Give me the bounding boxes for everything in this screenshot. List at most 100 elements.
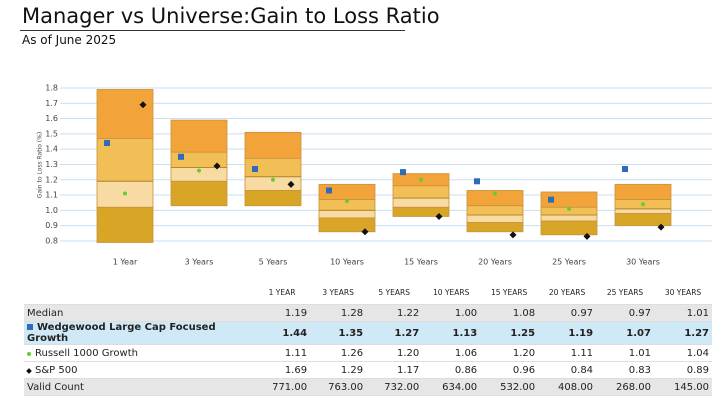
cell-text: 1.00 [454, 307, 478, 319]
index-marker [567, 206, 571, 211]
cell-text: 1.11 [570, 347, 594, 359]
cell-text: 1.27 [684, 327, 709, 339]
table-cell: 1.06 [422, 344, 481, 362]
table-cell: 771.00 [254, 378, 311, 396]
cell-text: 1.20 [512, 347, 536, 359]
cell-text: 15 YEARS [490, 287, 528, 297]
table-cell: 268.00 [596, 378, 654, 396]
box-segment [466, 214, 524, 223]
data-table: 1 YEAR 3 YEARS 5 YEARS 10 YEARS 15 YEARS 20 Y… [24, 280, 712, 396]
y-tick-label: 1.4 [45, 145, 58, 154]
table-cell: 1.28 [310, 304, 367, 322]
box-segment [244, 190, 302, 207]
box-segment [318, 209, 376, 219]
table-cell: 1.01 [653, 304, 712, 322]
box-segment [96, 206, 154, 243]
header-cell: 1 YEAR [254, 280, 311, 305]
table-cell: 1.69 [254, 361, 311, 379]
cell-text: 0.89 [686, 364, 709, 376]
row-label: Russell 1000 Growth [24, 344, 254, 362]
index-marker [419, 177, 423, 182]
box-segment [614, 213, 672, 227]
x-tick-label: 20 Years [478, 258, 512, 267]
table-cell: 1.20 [366, 344, 423, 362]
index-marker [583, 232, 591, 240]
box-segment [614, 183, 672, 201]
index-marker [345, 199, 349, 204]
table-cell: 0.84 [538, 361, 597, 379]
cell-text: 634.00 [442, 381, 478, 393]
cell-text: 20 YEARS [548, 287, 586, 297]
title-rule [20, 30, 405, 31]
cell-text: 0.84 [570, 364, 594, 376]
cell-text: 763.00 [328, 381, 364, 393]
cell-text: 1.11 [284, 347, 308, 359]
row-label: Median [24, 304, 254, 322]
cell-text: 0.97 [570, 307, 594, 319]
index-marker [287, 180, 295, 188]
box-segment [170, 180, 228, 207]
y-tick-label: 1.1 [45, 191, 58, 200]
table-cell: 0.86 [422, 361, 481, 379]
manager-marker [326, 187, 332, 194]
cell-text: 1.22 [396, 307, 420, 319]
table-cell: 1.22 [366, 304, 423, 322]
cell-text: 0.96 [512, 364, 536, 376]
table-cell: 1.11 [538, 344, 597, 362]
cell-text: 1.17 [396, 364, 420, 376]
y-tick-label: 0.8 [45, 236, 58, 245]
cell-text: 408.00 [558, 381, 594, 393]
header-cell: 3 YEARS [310, 280, 367, 305]
table-cell: 1.11 [254, 344, 311, 362]
y-tick-label: 1.8 [45, 83, 58, 92]
x-tick-label: 1 Year [113, 258, 138, 267]
x-tick-label: 25 Years [552, 258, 586, 267]
cell-text: 1.04 [686, 347, 709, 359]
cell-text: 1.19 [284, 307, 308, 319]
manager-marker [104, 140, 110, 147]
x-tick-label: 5 Years [259, 258, 288, 267]
manager-marker [252, 166, 258, 173]
table-cell: 1.29 [310, 361, 367, 379]
y-tick-label: 1.2 [45, 175, 58, 184]
cell-text: 1.13 [452, 327, 478, 339]
cell-text: 1.28 [340, 307, 364, 319]
cell-text: 771.00 [272, 381, 308, 393]
cell-text: 1.44 [282, 327, 308, 339]
box-segment [614, 208, 672, 214]
manager-marker [622, 166, 628, 173]
box-segment [392, 206, 450, 217]
row-label: S&P 500 [24, 361, 254, 379]
manager-marker [474, 178, 480, 185]
box-segment [466, 222, 524, 233]
index-marker [641, 202, 645, 207]
cell-text: 10 YEARS [433, 287, 470, 297]
row-label: Valid Count [24, 378, 254, 396]
cell-text: 532.00 [500, 381, 536, 393]
cell-text: 1.07 [626, 327, 651, 339]
index-marker [123, 191, 127, 196]
table-cell: 0.83 [596, 361, 654, 379]
index-marker [361, 228, 369, 236]
table-row: Wedgewood Large Cap Focused Growth 1.44 1.… [24, 321, 712, 345]
cell-text: 1.06 [454, 347, 478, 359]
index-marker [509, 231, 517, 239]
legend-marker [27, 324, 33, 330]
table-cell: 1.04 [653, 344, 712, 362]
table-cell: 408.00 [538, 378, 597, 396]
manager-marker [400, 169, 406, 176]
header-cell: 15 YEARS [480, 280, 539, 305]
box-segment [540, 214, 598, 222]
table-cell: 1.19 [254, 304, 311, 322]
table-row: Median 1.19 1.28 1.22 1.00 1.08 0.97 0.97 1.01 [24, 304, 712, 322]
table-cell: 1.17 [366, 361, 423, 379]
cell-text: 1.35 [338, 327, 364, 339]
cell-text: 1.25 [510, 327, 536, 339]
box-segment [392, 197, 450, 208]
header-cell [24, 280, 254, 305]
chart: Gain to Loss Ratio (%) 0.8 0.9 1.0 1.1 1.2 1.… [37, 83, 712, 267]
table-cell: 1.13 [422, 321, 481, 345]
table-cell: 732.00 [366, 378, 423, 396]
y-tick-label: 1.7 [45, 99, 58, 108]
table-cell: 1.27 [366, 321, 423, 345]
